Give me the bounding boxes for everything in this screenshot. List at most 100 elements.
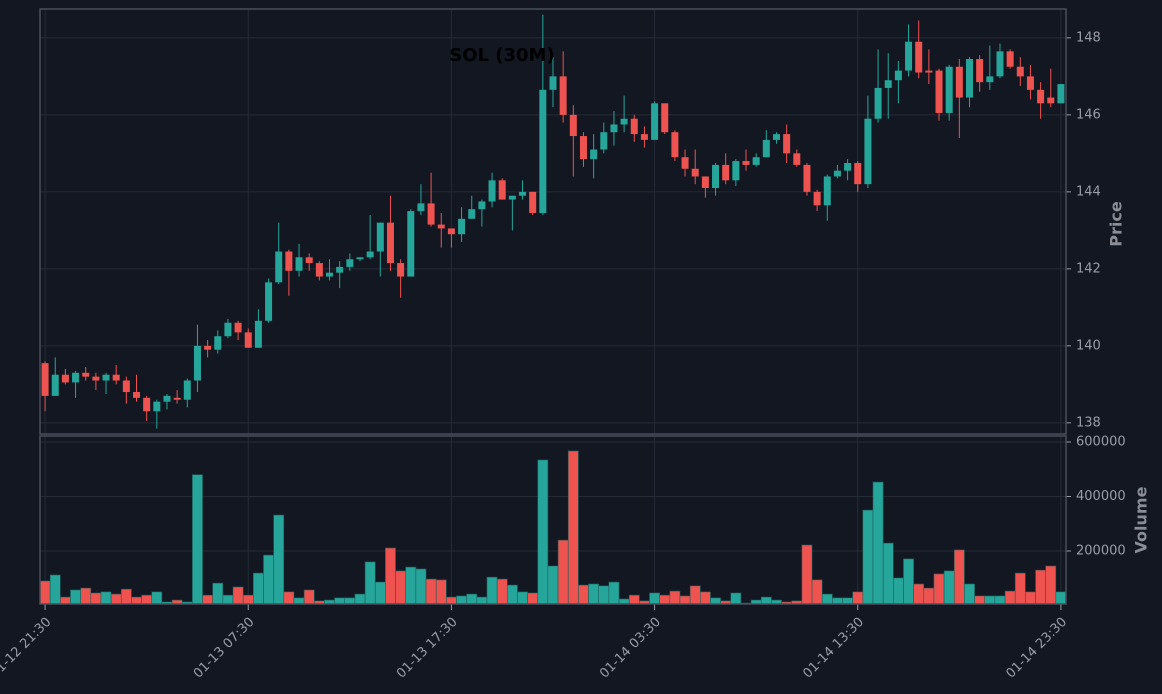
volume-bar (49, 574, 61, 605)
volume-bar (435, 579, 447, 605)
volume-bar (283, 591, 295, 605)
candle-body (539, 89, 547, 214)
volume-bar (39, 580, 51, 605)
candle-body (265, 282, 273, 321)
volume-bar (578, 584, 589, 605)
candle-body (1047, 97, 1055, 104)
candle-body (772, 134, 780, 140)
volume-bar (842, 597, 853, 605)
volume-bar (852, 591, 864, 605)
candle-body (173, 397, 181, 400)
volume-bar (821, 593, 833, 605)
volume-bar (151, 591, 163, 605)
candle-body (214, 336, 222, 350)
candle-body (295, 257, 303, 271)
volume-bar (699, 591, 711, 605)
volume-bar (334, 597, 346, 605)
volume-bar (364, 561, 376, 605)
volume-bar (608, 581, 620, 605)
volume-bar (303, 589, 315, 605)
candle-body (122, 380, 130, 393)
candle-body (965, 59, 973, 98)
volume-bar (60, 596, 71, 605)
volume-bar (933, 573, 945, 605)
candle-body (833, 170, 841, 177)
candle-body (712, 164, 720, 189)
volume-bar (689, 585, 701, 605)
volume-bar (537, 459, 549, 605)
volume-bar (496, 578, 508, 605)
volume-bar (801, 544, 813, 605)
volume-bar (70, 589, 81, 605)
candle-body (41, 363, 49, 396)
candle-body (935, 70, 943, 113)
candle-body (163, 395, 171, 402)
volume-bar (517, 591, 528, 605)
volume-bar (273, 514, 285, 605)
candle-body (183, 380, 191, 400)
volume-bar (131, 596, 142, 605)
candle-body (874, 87, 882, 119)
volume-bar (710, 597, 721, 605)
volume-bar (90, 592, 102, 605)
volume-bar (192, 474, 203, 605)
candle-body (549, 76, 557, 90)
candle-body (905, 41, 913, 71)
candle-body (945, 66, 953, 113)
volume-bar (628, 594, 640, 605)
volume-bar (263, 554, 274, 605)
candle-body (478, 201, 486, 210)
candle-body (610, 124, 618, 133)
volume-bar (588, 583, 600, 605)
candle-body (661, 103, 669, 133)
candle-body (468, 209, 476, 219)
candle-body (976, 59, 984, 83)
volume-bar (415, 568, 427, 605)
candle-body (285, 251, 293, 271)
candle-body (447, 228, 455, 235)
candle-body (986, 76, 994, 83)
volume-bar (1055, 591, 1067, 605)
candle-body (844, 162, 852, 171)
candle-body (925, 70, 933, 73)
volume-bar (476, 596, 488, 605)
candle-body (671, 132, 679, 158)
volume-bar (80, 587, 92, 605)
candle-body (82, 372, 90, 377)
candle-body (1006, 51, 1014, 67)
volume-bar (202, 594, 213, 605)
candle-body (722, 164, 730, 181)
candle-body (742, 161, 750, 165)
volume-bar (344, 597, 356, 605)
volume-bar (486, 576, 498, 605)
volume-bar (242, 594, 254, 605)
volume-bar (618, 598, 630, 605)
candle-body (955, 66, 963, 98)
candle-body (630, 118, 638, 135)
volume-bar (760, 596, 772, 605)
y-tick-label: 600000 (1076, 434, 1126, 449)
volume-bar (405, 566, 417, 605)
candle-body (92, 376, 100, 381)
volume-bar (425, 578, 437, 605)
candle-body (275, 251, 283, 283)
candle-body (701, 176, 709, 189)
volume-bar (354, 593, 366, 605)
candle-body (559, 76, 567, 115)
volume-bar (994, 595, 1006, 605)
candle-body (1037, 89, 1045, 104)
volume-bar (882, 542, 894, 605)
candle-body (234, 322, 242, 333)
volume-bar (974, 595, 986, 605)
candle-body (112, 374, 120, 381)
candle-body (884, 80, 892, 88)
candle-body (579, 136, 587, 160)
volume-bar (943, 570, 955, 605)
volume-bar (293, 597, 305, 605)
y-tick-label: 148 (1076, 30, 1101, 45)
volume-bar (659, 594, 671, 605)
y-tick-label: 400000 (1076, 489, 1126, 504)
y-tick-label: 146 (1076, 107, 1101, 122)
volume-bar (923, 587, 935, 605)
